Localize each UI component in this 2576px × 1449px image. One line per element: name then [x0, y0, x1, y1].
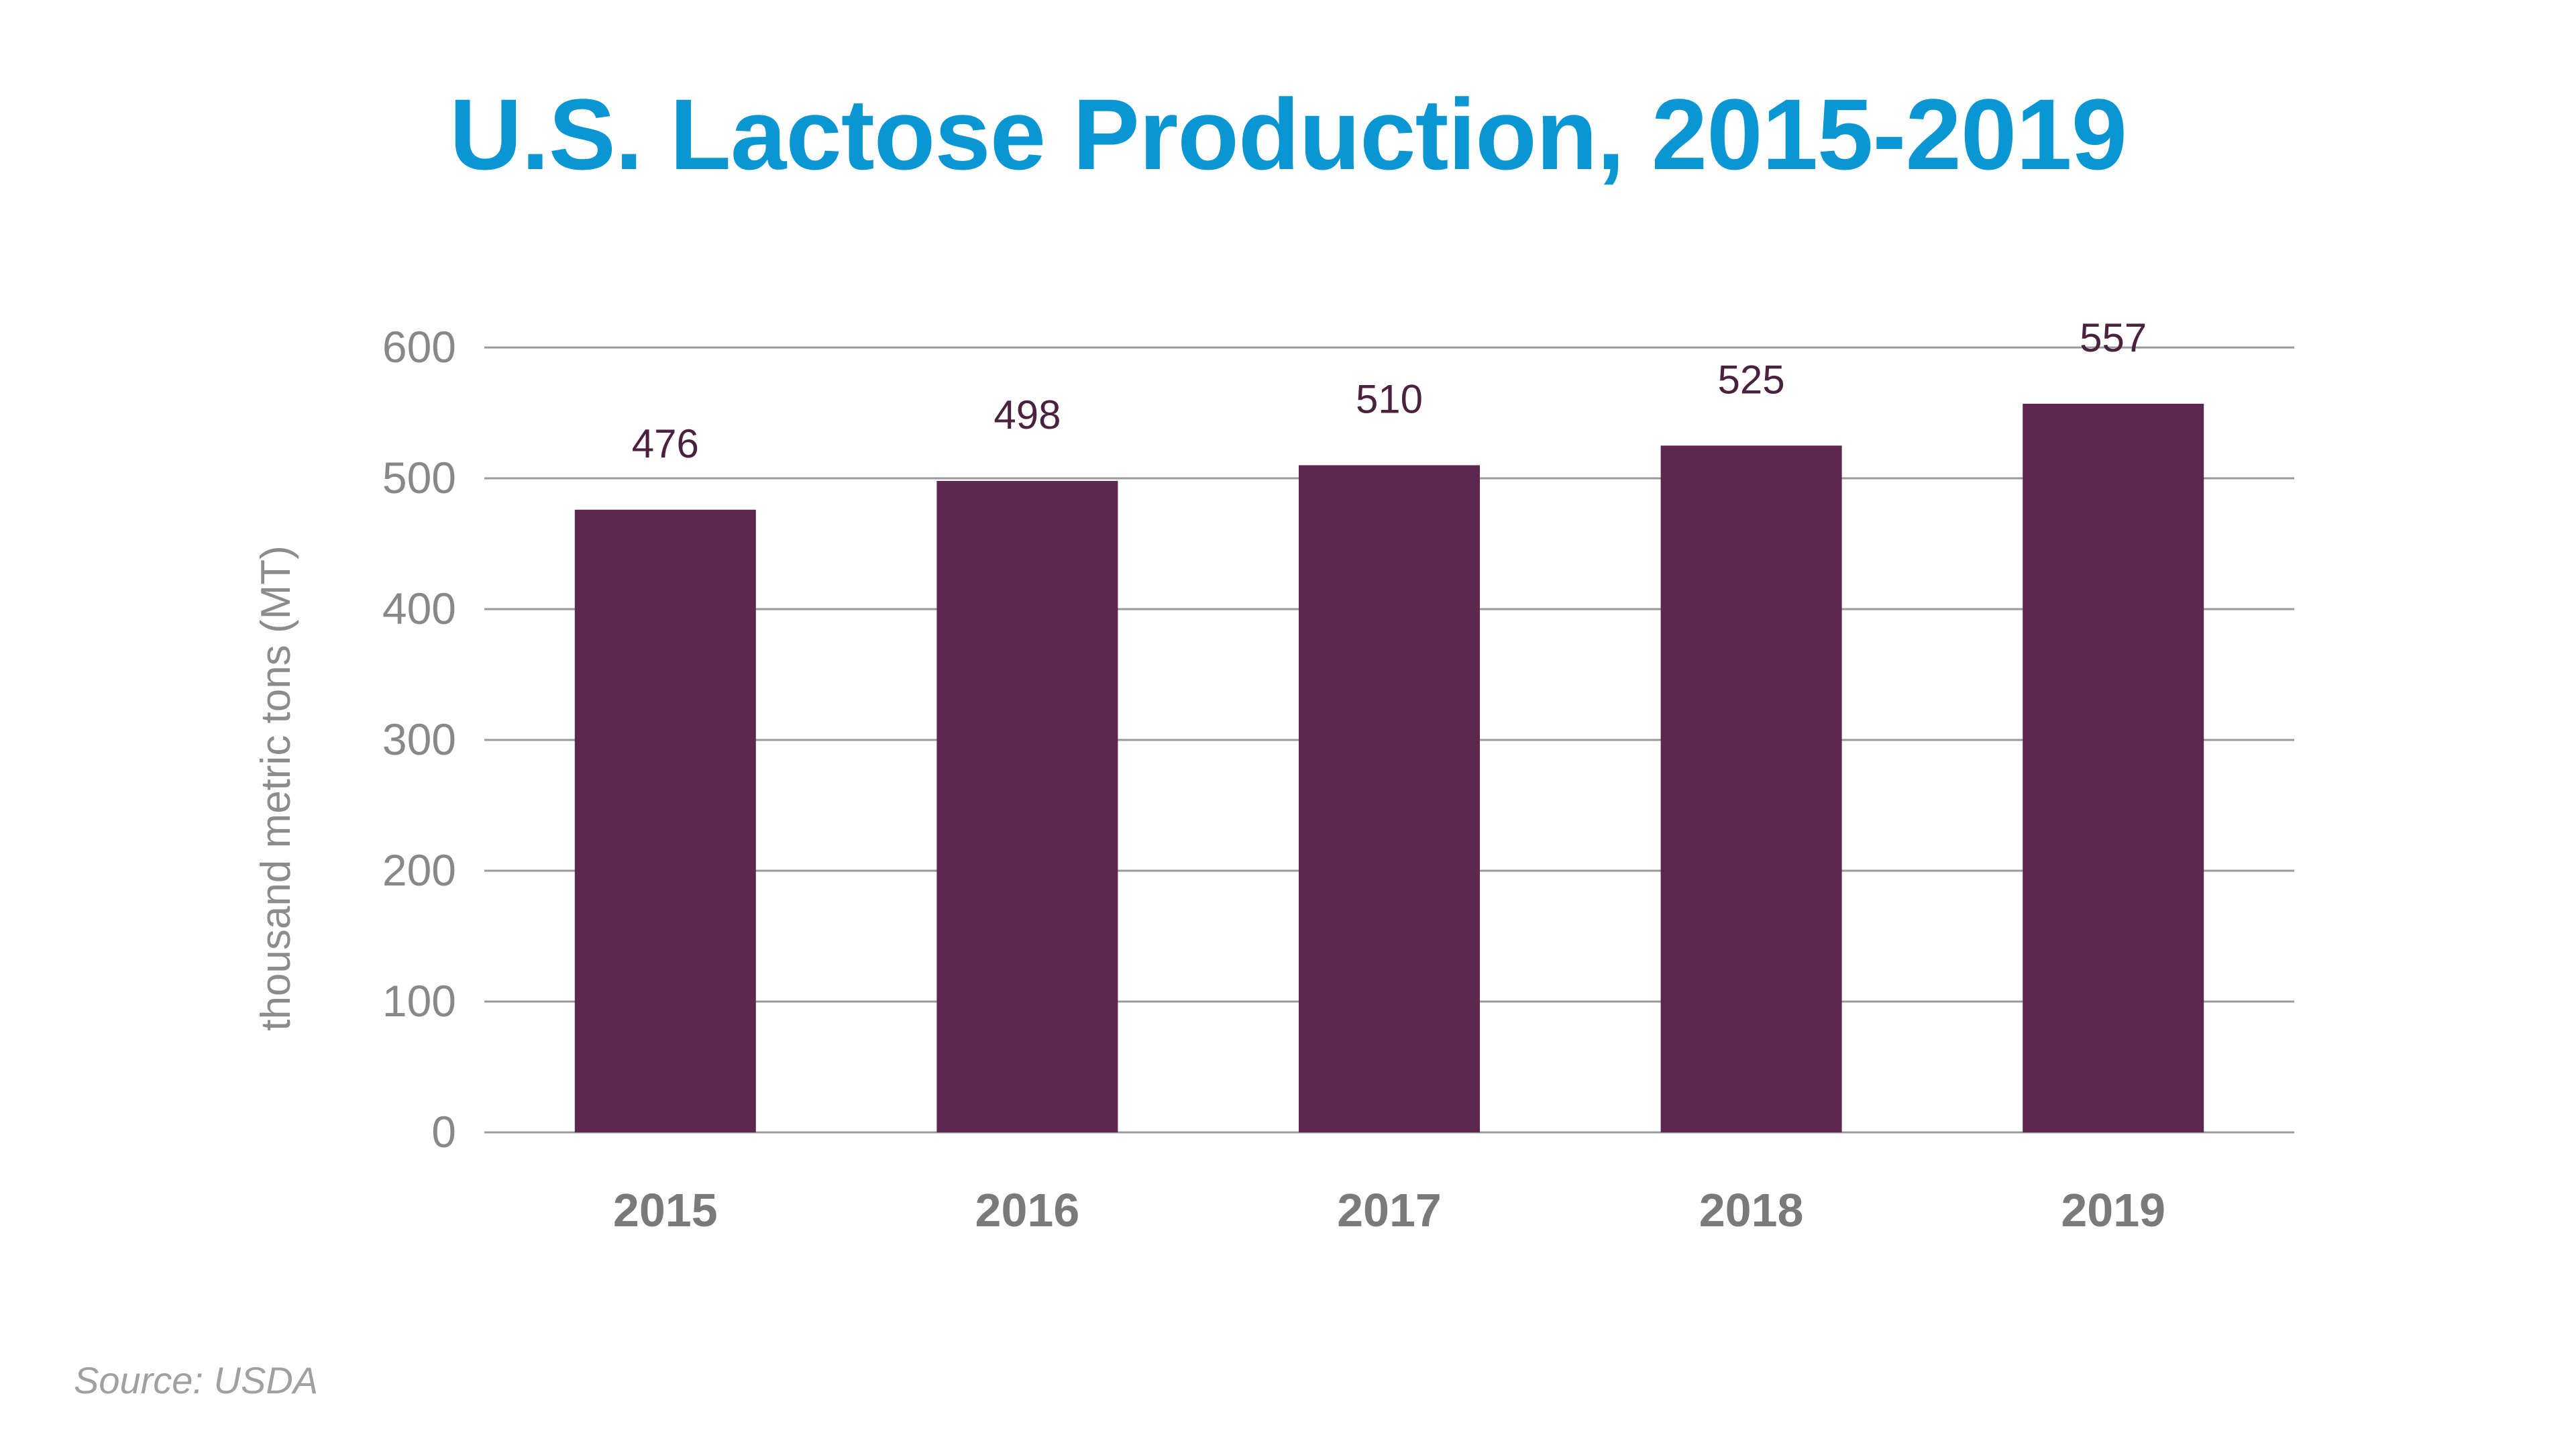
y-tick-label: 400	[382, 584, 456, 633]
y-tick-label: 600	[382, 322, 456, 372]
y-tick-label: 0	[431, 1107, 456, 1157]
y-tick-label: 100	[382, 976, 456, 1026]
bar-2017	[1299, 465, 1480, 1132]
x-axis-ticks: 2015 2016 2017 2018 2019	[613, 1184, 2165, 1236]
bars	[574, 403, 2204, 1132]
data-label-2016: 498	[994, 392, 1061, 437]
x-tick-label-2015: 2015	[613, 1184, 718, 1236]
data-label-2019: 557	[2080, 315, 2147, 360]
x-tick-label-2016: 2016	[975, 1184, 1080, 1236]
chart-title: U.S. Lactose Production, 2015-2019	[449, 78, 2127, 191]
x-tick-label-2018: 2018	[1699, 1184, 1804, 1236]
bar-2015	[574, 509, 756, 1132]
y-tick-label: 200	[382, 845, 456, 895]
bar-2016	[936, 480, 1118, 1132]
x-tick-label-2019: 2019	[2061, 1184, 2165, 1236]
bar-2018	[1660, 445, 1842, 1132]
data-labels: 476 498 510 525 557	[632, 315, 2147, 466]
data-label-2015: 476	[632, 421, 699, 466]
y-axis-ticks: 0 100 200 300 400 500 600	[382, 322, 456, 1157]
x-tick-label-2017: 2017	[1337, 1184, 1442, 1236]
y-tick-label: 300	[382, 714, 456, 764]
data-label-2017: 510	[1356, 377, 1423, 422]
y-axis-title: thousand metric tons (MT)	[253, 545, 299, 1031]
bar-2019	[2023, 403, 2204, 1132]
data-label-2018: 525	[1718, 357, 1785, 402]
source-note: Source: USDA	[74, 1359, 319, 1401]
y-tick-label: 500	[382, 453, 456, 502]
